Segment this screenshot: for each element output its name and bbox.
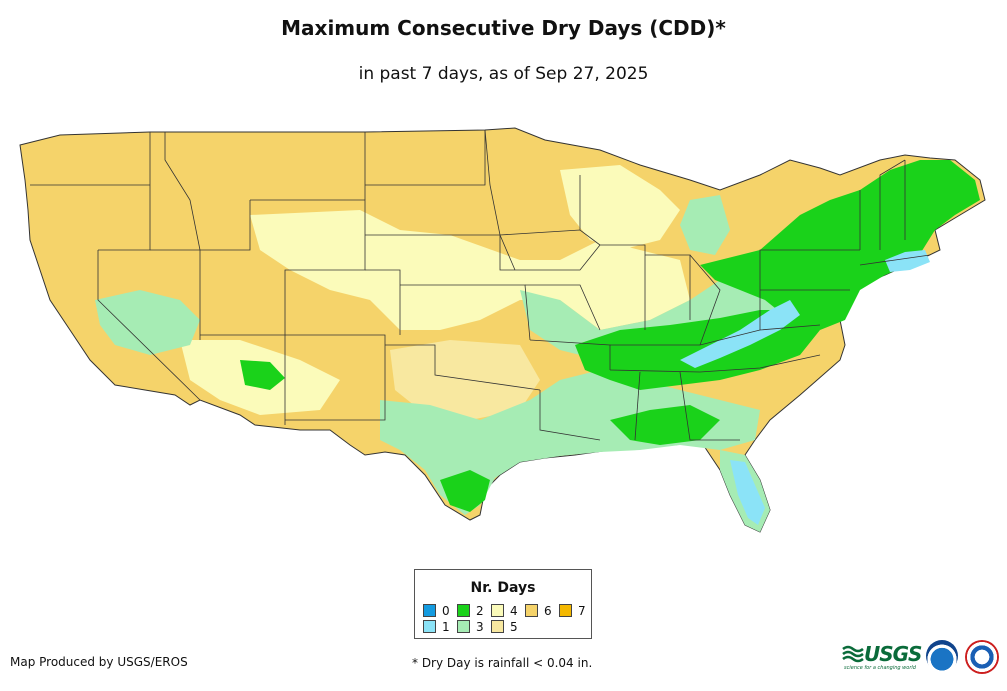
legend-item-1: 1 <box>423 620 450 634</box>
legend-swatch-5 <box>491 620 504 633</box>
legend-item-0: 0 <box>423 604 450 618</box>
zone-day3-nevada <box>95 290 200 355</box>
zone-day2-arizona <box>240 360 285 390</box>
agency-logos: USGS science for a changing world <box>842 640 1002 680</box>
legend-item-4: 4 <box>491 604 518 618</box>
usgs-tagline: science for a changing world <box>844 665 916 671</box>
legend-item-5: 5 <box>491 620 518 634</box>
noaa-logo-icon <box>926 640 958 672</box>
map-producer-credit: Map Produced by USGS/EROS <box>10 655 188 669</box>
zone-day2-texas-coast <box>440 470 490 512</box>
legend-label-7: 7 <box>578 604 586 618</box>
legend-label-0: 0 <box>442 604 450 618</box>
legend-item-6: 6 <box>525 604 552 618</box>
zone-day1-appalachia <box>680 300 800 368</box>
legend-label-2: 2 <box>476 604 484 618</box>
dry-day-footnote: * Dry Day is rainfall < 0.04 in. <box>412 656 593 670</box>
usgs-logo-text: USGS <box>864 642 922 666</box>
legend: Nr. Days 0 1 2 3 4 5 6 7 <box>414 569 592 639</box>
nws-logo-icon <box>965 640 999 674</box>
usgs-wave-icon <box>842 645 864 663</box>
us-dry-days-map <box>19 127 986 533</box>
legend-swatch-2 <box>457 604 470 617</box>
state-boundaries <box>30 129 931 441</box>
legend-label-6: 6 <box>544 604 552 618</box>
zone-day2-northeast <box>700 160 980 330</box>
zone-day4-midwest <box>560 165 680 250</box>
legend-title: Nr. Days <box>470 580 536 596</box>
legend-swatch-0 <box>423 604 436 617</box>
zone-day1-new-england <box>885 250 930 272</box>
legend-label-1: 1 <box>442 620 450 634</box>
legend-label-5: 5 <box>510 620 518 634</box>
legend-item-7: 7 <box>559 604 586 618</box>
legend-item-2: 2 <box>457 604 484 618</box>
legend-swatch-6 <box>525 604 538 617</box>
legend-label-3: 3 <box>476 620 484 634</box>
usgs-logo: USGS science for a changing world <box>842 640 922 674</box>
zone-day3-michigan <box>680 195 730 255</box>
legend-swatch-4 <box>491 604 504 617</box>
legend-swatch-1 <box>423 620 436 633</box>
zone-day4-central <box>250 210 690 330</box>
map-title: Maximum Consecutive Dry Days (CDD)* <box>281 16 726 40</box>
legend-swatch-3 <box>457 620 470 633</box>
legend-swatch-7 <box>559 604 572 617</box>
legend-label-4: 4 <box>510 604 518 618</box>
zone-day2-gulf <box>610 405 720 445</box>
zone-day1-florida <box>730 460 765 525</box>
legend-item-3: 3 <box>457 620 484 634</box>
map-subtitle: in past 7 days, as of Sep 27, 2025 <box>358 64 649 84</box>
zone-day4-southern-plains <box>390 340 540 420</box>
